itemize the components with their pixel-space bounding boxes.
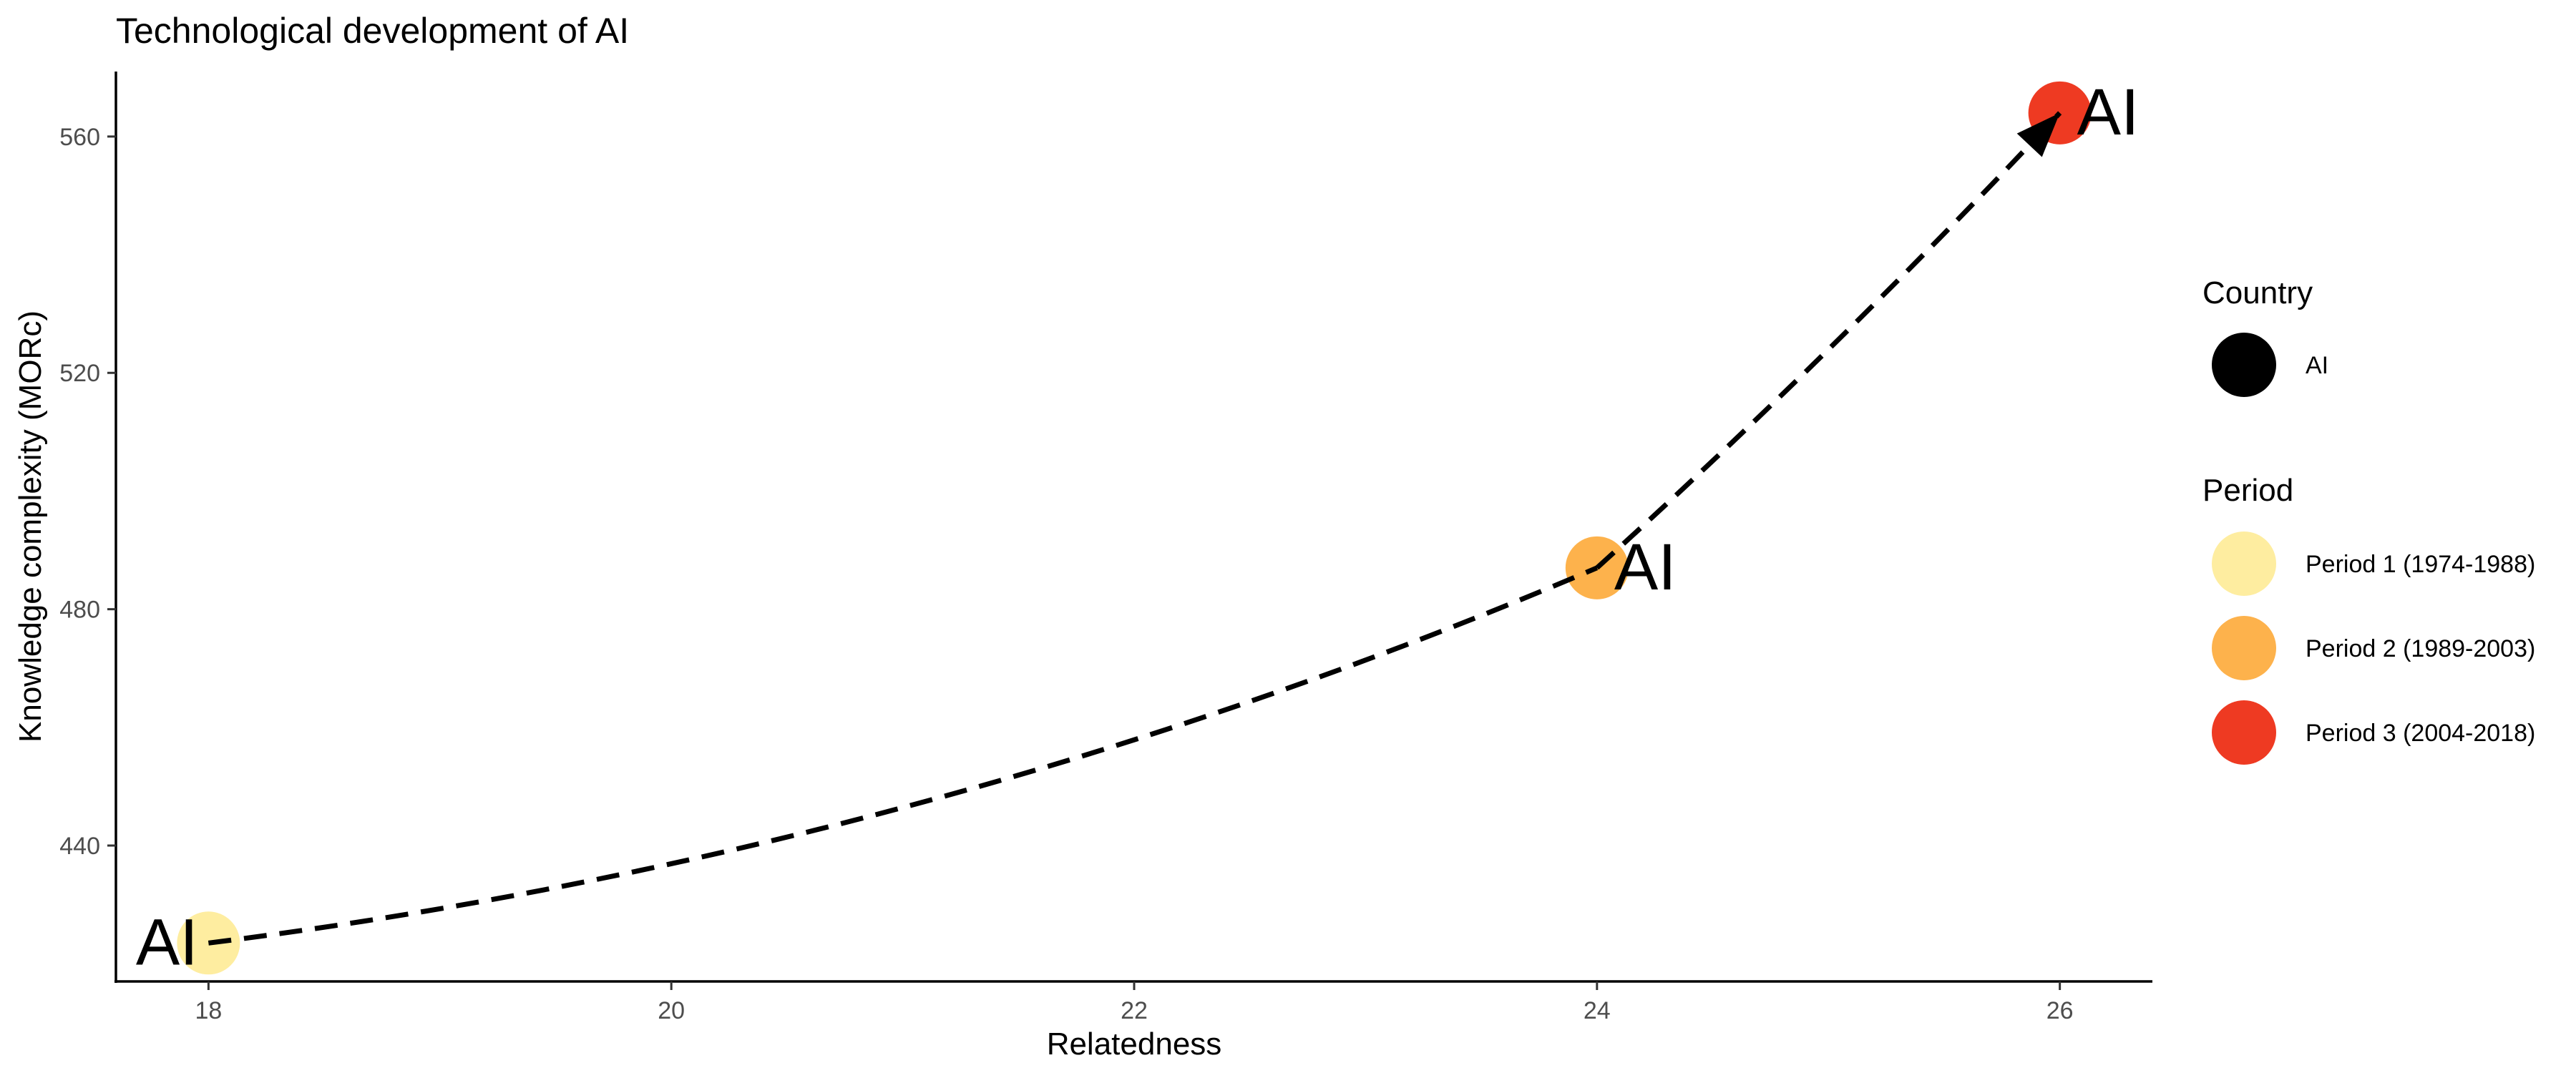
point-label: AI [2077,76,2140,149]
legend-swatch [2212,616,2276,680]
y-axis-ticks: 440 480 520 560 [59,124,116,860]
x-tick-label: 20 [658,997,685,1024]
plot-area: AI AI AI [136,76,2140,979]
x-tick-label: 24 [1584,997,1611,1024]
chart-title: Technological development of AI [116,11,629,51]
legend-swatch [2212,700,2276,765]
legend-label: Period 2 (1989-2003) [2306,635,2535,662]
x-tick-label: 26 [2046,997,2074,1024]
legend-label: AI [2306,352,2328,379]
legend-label: Period 1 (1974-1988) [2306,551,2535,578]
legend: Country AI Period Period 1 (1974-1988) Perio… [2202,275,2535,765]
legend-title: Country [2202,275,2313,310]
y-tick-label: 520 [59,360,100,387]
x-axis-ticks: 18 20 22 24 26 [195,981,2074,1024]
trajectory-segment [1595,111,2062,570]
y-tick-label: 440 [59,833,100,860]
legend-swatch [2212,333,2276,397]
point-label: AI [136,906,198,979]
point-label: AI [1614,531,1677,604]
legend-swatch [2212,531,2276,596]
trajectory-segment [208,565,1599,946]
y-tick-label: 560 [59,124,100,151]
y-tick-label: 480 [59,597,100,624]
x-tick-label: 22 [1121,997,1148,1024]
trajectory-arrowhead [2016,112,2060,157]
legend-title: Period [2202,473,2293,508]
x-tick-label: 18 [195,997,222,1024]
legend-label: Period 3 (2004-2018) [2306,720,2535,747]
y-axis-title: Knowledge complexity (MORc) [13,310,48,743]
x-axis-title: Relatedness [1047,1027,1222,1062]
